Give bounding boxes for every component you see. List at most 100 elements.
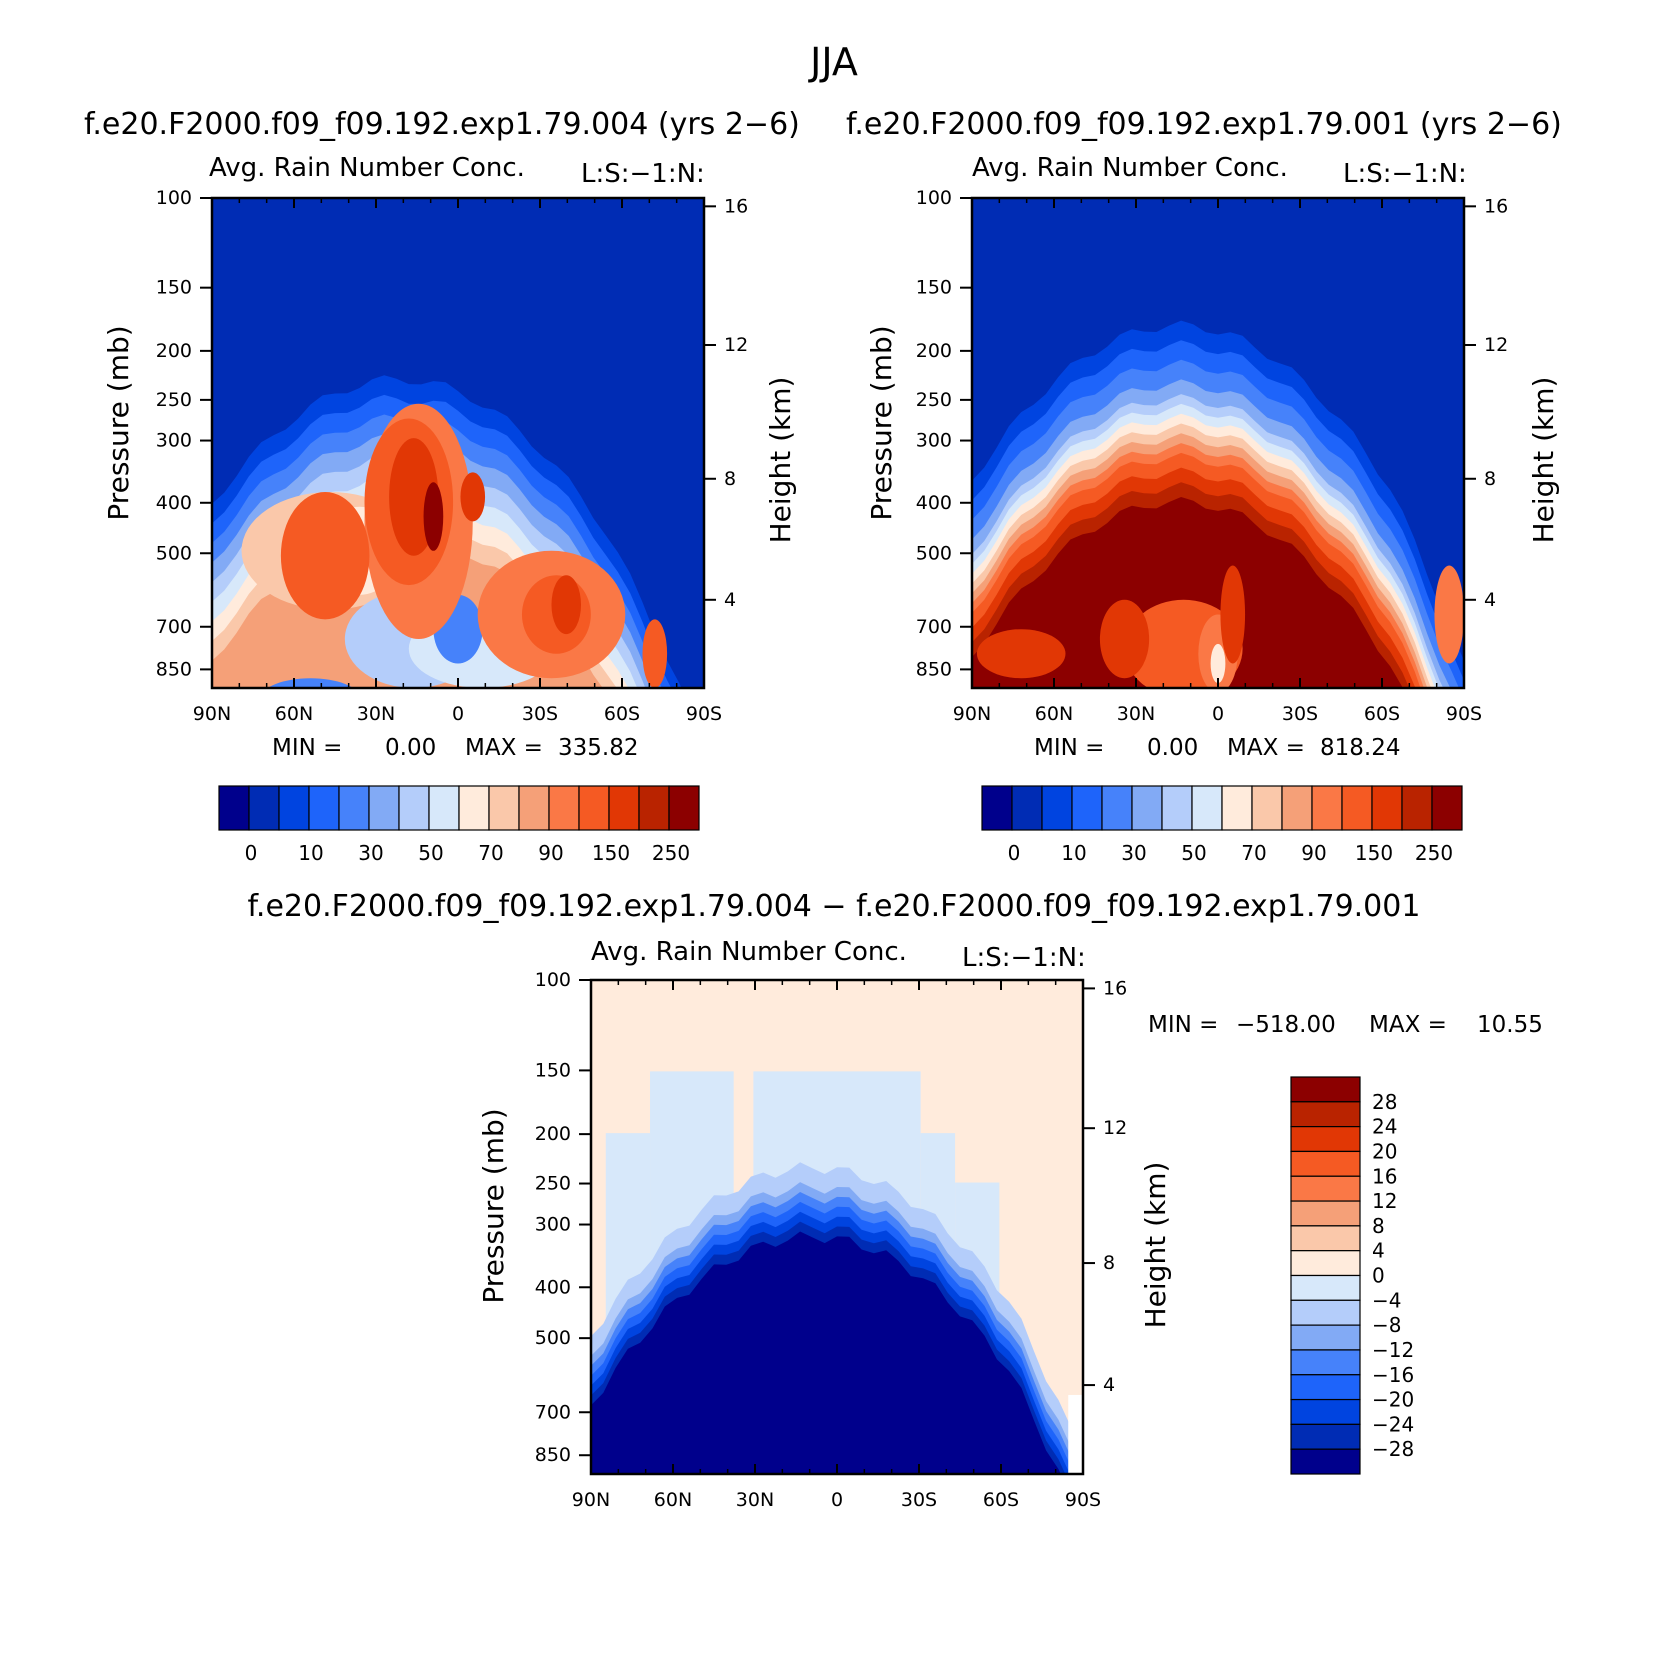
panel-right-x-tick-label: 60N <box>1035 703 1073 725</box>
panel-difference-y-tick-label: 100 <box>535 969 571 991</box>
panel-left-colorbar-box <box>398 785 430 831</box>
panel-difference-colorbar-label: 16 <box>1372 1164 1397 1188</box>
panel-left-y-tick-label: 500 <box>156 542 192 564</box>
panel-left-contour-fill <box>642 619 668 688</box>
panel-difference-contour-fill <box>1068 1394 1083 1474</box>
panel-difference-colorbar-box <box>1290 1250 1361 1277</box>
panel-left-colorbar-label: 150 <box>592 841 630 865</box>
panel-right-x-tick-label: 30S <box>1282 703 1318 725</box>
panel-left-x-tick-label: 30N <box>357 703 395 725</box>
panel-left-colorbar-box <box>338 785 370 831</box>
panel-difference-colorbar-box <box>1290 1423 1361 1450</box>
panel-left-colorbar-box <box>218 785 250 831</box>
panel-right-colorbar-box <box>1101 785 1133 831</box>
panel-left-colorbar-label: 250 <box>652 841 690 865</box>
panel-left-colorbar-box <box>608 785 640 831</box>
panel-left-min-value: 0.00 <box>385 735 436 761</box>
panel-left-colorbar-box <box>248 785 280 831</box>
panel-left-colorbar-box <box>668 785 700 831</box>
figure-title: JJA <box>808 40 858 84</box>
panel-right-x-tick-label: 0 <box>1212 703 1224 725</box>
panel-right-colorbar-box <box>981 785 1013 831</box>
panel-difference-colorbar-label: 28 <box>1372 1090 1397 1114</box>
panel-right-colorbar-label: 150 <box>1355 841 1393 865</box>
panel-right-y-tick-label: 100 <box>916 187 952 209</box>
panel-difference-x-tick-label: 90S <box>1065 1489 1101 1511</box>
panel-difference-colorbar-box <box>1290 1126 1361 1153</box>
panel-difference-y-tick-label: 200 <box>535 1123 571 1145</box>
panel-left-x-tick-label: 90N <box>193 703 231 725</box>
panel-left-contour-fill <box>423 482 444 551</box>
panel-left-colorbar-box <box>578 785 610 831</box>
panel-difference-y-axis-label: Pressure (mb) <box>477 1108 510 1303</box>
panel-right-colorbar-box <box>1341 785 1373 831</box>
panel-left-max-label: MAX = <box>465 735 543 761</box>
panel-right-colorbar-box <box>1371 785 1403 831</box>
panel-difference-colorbar-box <box>1290 1101 1361 1128</box>
panel-difference-colorbar-box <box>1290 1448 1361 1475</box>
panel-difference-plot-area: 90N 60N 30N 0 30S 60S 90S 100 150 200 250 300 400 500… <box>535 969 1127 1511</box>
panel-right-variable-label: Avg. Rain Number Conc. <box>972 153 1288 183</box>
panel-difference-colorbar-label: −8 <box>1372 1313 1401 1337</box>
panel-difference-colorbar-box <box>1290 1349 1361 1376</box>
panel-left-min-label: MIN = <box>272 735 342 761</box>
panel-left-colorbar-box <box>428 785 460 831</box>
panel-difference-colorbar-label: 20 <box>1372 1139 1397 1163</box>
panel-difference-title: f.e20.F2000.f09_f09.192.exp1.79.004 − f.… <box>248 889 1421 924</box>
panel-left-colorbar-box <box>308 785 340 831</box>
panel-left-colorbar-label: 70 <box>478 841 503 865</box>
panel-right-y-tick-label: 250 <box>916 389 952 411</box>
panel-right-x-tick-label: 30N <box>1117 703 1155 725</box>
panel-right-x-tick-label: 90S <box>1446 703 1482 725</box>
panel-left-colorbar-label: 30 <box>358 841 383 865</box>
panel-right-contour-fill <box>976 629 1066 679</box>
panel-left-y-tick-label: 850 <box>156 658 192 680</box>
panel-left-colorbar-box <box>458 785 490 831</box>
panel-left: f.e20.F2000.f09_f09.192.exp1.79.004 (yrs… <box>84 107 800 865</box>
panel-right-max-value: 818.24 <box>1320 735 1400 761</box>
panel-right-colorbar-box <box>1041 785 1073 831</box>
panel-difference-colorbar-label: 4 <box>1372 1239 1385 1263</box>
panel-right-y-tick-label: 500 <box>916 542 952 564</box>
panel-left-variable-label: Avg. Rain Number Conc. <box>209 153 525 183</box>
panel-left-right-tick-label: 8 <box>724 468 736 490</box>
panel-left-contour-fill <box>280 492 370 620</box>
panel-difference-colorbar-label: −12 <box>1372 1338 1414 1362</box>
panel-difference-y-tick-label: 700 <box>535 1401 571 1423</box>
panel-difference-colorbar-box <box>1290 1150 1361 1177</box>
panel-difference-x-tick-label: 60N <box>654 1489 692 1511</box>
panel-difference-colorbar-label: −4 <box>1372 1288 1401 1312</box>
panel-right-y-tick-label: 700 <box>916 616 952 638</box>
panel-right-colorbar-box <box>1311 785 1343 831</box>
panel-left-y-tick-label: 250 <box>156 389 192 411</box>
panel-right-y-tick-label: 200 <box>916 340 952 362</box>
panel-difference-y-tick-label: 150 <box>535 1059 571 1081</box>
panel-difference-level-label: L:S:−1:N: <box>962 943 1086 973</box>
panel-left-y-axis-label: Pressure (mb) <box>102 325 135 520</box>
panel-left-colorbar-box <box>518 785 550 831</box>
panel-left-x-tick-label: 90S <box>686 703 722 725</box>
panel-left-contour-fill <box>551 575 581 635</box>
panel-right-y-tick-label: 400 <box>916 492 952 514</box>
panel-left-colorbar-box <box>548 785 580 831</box>
panel-difference-x-tick-label: 60S <box>983 1489 1019 1511</box>
panel-left-right-tick-label: 12 <box>724 334 748 356</box>
panel-difference-x-tick-label: 0 <box>831 1489 843 1511</box>
panel-left-colorbar-label: 90 <box>538 841 563 865</box>
panel-right-colorbar-box <box>1401 785 1433 831</box>
panel-left-field <box>212 198 704 688</box>
panel-right-colorbar-box <box>1431 785 1463 831</box>
panel-left-colorbar-label: 50 <box>418 841 443 865</box>
panel-left-title: f.e20.F2000.f09_f09.192.exp1.79.004 (yrs… <box>84 107 800 142</box>
panel-right: f.e20.F2000.f09_f09.192.exp1.79.001 (yrs… <box>846 107 1562 865</box>
panel-difference-colorbar-label: −20 <box>1372 1388 1414 1412</box>
panel-right-colorbar-box <box>1011 785 1043 831</box>
panel-left-y-tick-label: 700 <box>156 616 192 638</box>
panel-difference: f.e20.F2000.f09_f09.192.exp1.79.004 − f.… <box>248 889 1543 1511</box>
panel-right-colorbar-label: 50 <box>1181 841 1206 865</box>
panel-left-level-label: L:S:−1:N: <box>581 159 705 189</box>
panel-left-plot-area: 90N 60N 30N 0 30S 60S 90S 100 150 200 250 300 400 500… <box>156 187 748 725</box>
panel-right-right-tick-label: 4 <box>1484 589 1496 611</box>
panel-difference-colorbar-label: 8 <box>1372 1214 1385 1238</box>
panel-right-y-tick-label: 300 <box>916 430 952 452</box>
